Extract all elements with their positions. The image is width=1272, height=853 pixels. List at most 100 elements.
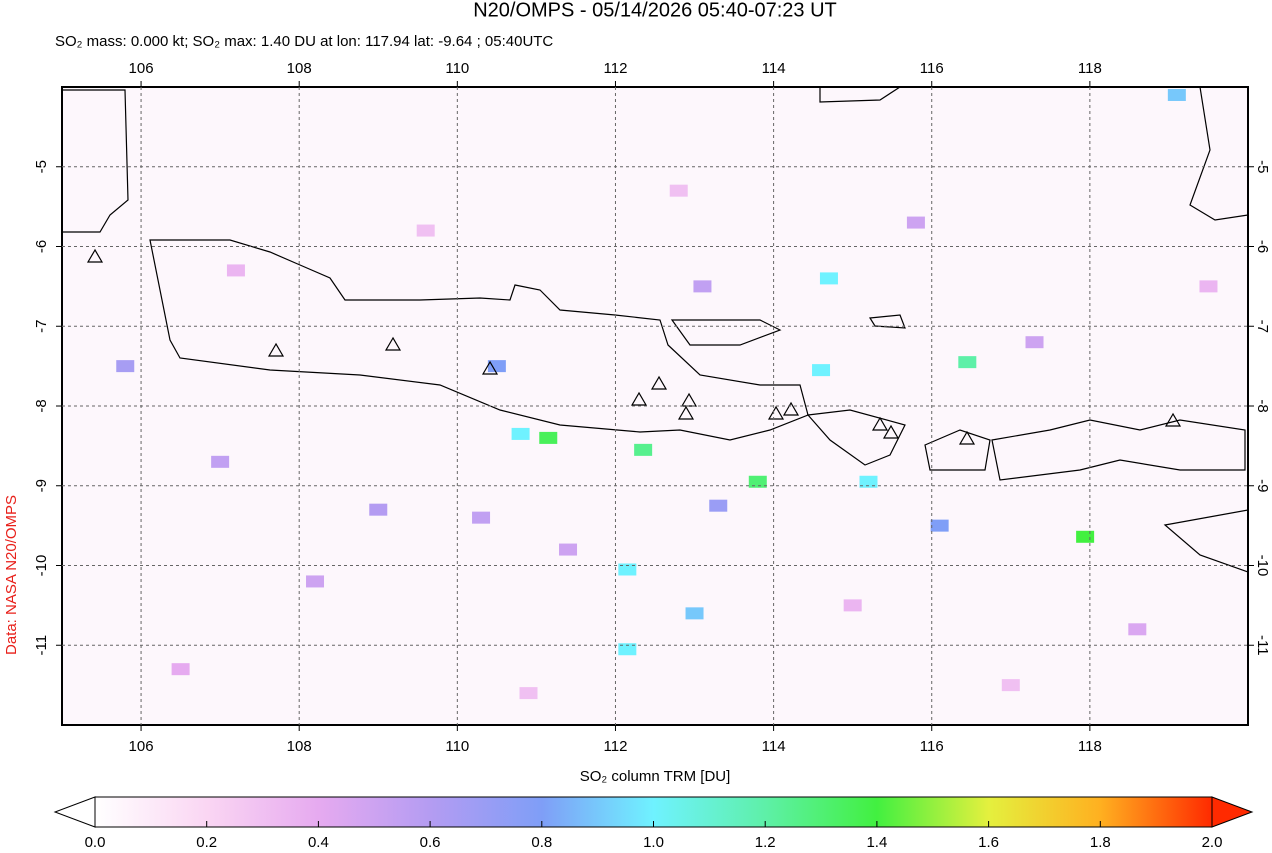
coast (149, 239, 809, 441)
colorbar-tick-label: 0.4 (308, 834, 329, 851)
chart-title: N20/OMPS - 05/14/2026 05:40-07:23 UT (473, 0, 837, 21)
y-tick-label-right: -11 (1254, 635, 1271, 656)
x-tick-label-top: 116 (920, 60, 944, 77)
so2-pixel (1199, 280, 1218, 293)
so2-pixel (1128, 623, 1147, 636)
colorbar-tick-label: 0.2 (196, 834, 217, 851)
so2-pixel (812, 364, 831, 377)
colorbar-arrow-high (1211, 796, 1254, 828)
x-tick-label: 106 (129, 738, 154, 755)
y-tick-label: -9 (33, 479, 50, 492)
coast (1189, 87, 1248, 221)
coast (670, 319, 782, 346)
x-tick-label-top: 112 (604, 60, 628, 77)
so2-pixel (819, 272, 838, 285)
so2-pixel (211, 455, 230, 468)
colorbar-tick-label: 0.0 (85, 834, 106, 851)
coast (819, 87, 902, 103)
coastlines (62, 87, 1248, 573)
y-tick-label: -11 (33, 635, 50, 656)
volcano (767, 405, 785, 420)
so2-pixel (511, 427, 530, 440)
colorbar-label: SO₂ column TRM [DU] (580, 768, 731, 785)
coast (924, 429, 991, 471)
y-tick-label: -7 (33, 320, 50, 333)
x-tick-label: 110 (445, 738, 469, 755)
coast (1163, 509, 1248, 573)
volcano (958, 430, 976, 445)
volcano (630, 391, 648, 406)
volcano (384, 336, 402, 351)
so2-pixel (1167, 88, 1186, 101)
y-tick-label-right: -9 (1254, 479, 1271, 492)
so2-pixel (369, 503, 388, 516)
pixel-layer (116, 88, 1218, 700)
so2-pixel (116, 360, 135, 373)
y-tick-label: -8 (33, 399, 50, 412)
y-tick-label-right: -6 (1254, 240, 1271, 253)
volcano (677, 405, 695, 420)
so2-pixel (843, 599, 862, 612)
colorbar-tick-label: 1.6 (978, 834, 999, 851)
so2-pixel (1001, 679, 1020, 692)
so2-pixel (559, 543, 578, 556)
coast (62, 89, 129, 233)
map-background (62, 87, 1248, 725)
x-tick-label-top: 114 (762, 60, 786, 77)
so2-pixel (709, 499, 728, 512)
so2-pixel (669, 184, 688, 197)
so2-pixel (906, 216, 925, 229)
so2-pixel (618, 563, 637, 576)
y-tick-label-right: -8 (1254, 399, 1271, 412)
volcano (782, 401, 800, 416)
subtitle: SO₂ mass: 0.000 kt; SO₂ max: 1.40 DU at … (55, 33, 553, 50)
credit: Data: NASA N20/OMPS (3, 495, 20, 655)
y-tick-label: -5 (33, 160, 50, 173)
so2-pixel (306, 575, 325, 588)
so2-pixel (958, 356, 977, 369)
colorbar-tick-label: 1.2 (755, 834, 776, 851)
colorbar-tick-label: 1.8 (1090, 834, 1111, 851)
so2-pixel (487, 360, 506, 373)
so2-pixel (634, 443, 653, 456)
x-tick-label: 116 (920, 738, 944, 755)
x-tick-label-top: 106 (129, 60, 154, 77)
so2-pixel (618, 643, 637, 656)
so2-pixel (930, 519, 949, 532)
colorbar-arrow-low (53, 796, 96, 828)
so2-pixel (416, 224, 435, 237)
x-tick-label: 118 (1078, 738, 1102, 755)
colorbar-tick-label: 2.0 (1202, 834, 1223, 851)
so2-pixel (539, 431, 558, 444)
so2-pixel (519, 687, 538, 700)
so2-pixel (1076, 530, 1095, 543)
colorbar-tick-label: 0.6 (420, 834, 441, 851)
volcano (1164, 412, 1182, 427)
x-tick-label: 108 (287, 738, 312, 755)
so2-pixel (226, 264, 245, 277)
volcanoes (86, 248, 1182, 445)
volcano (86, 248, 104, 263)
x-tick-label-top: 108 (287, 60, 312, 77)
x-tick-label: 114 (762, 738, 786, 755)
coast (806, 409, 906, 466)
y-tick-label-right: -7 (1254, 320, 1271, 333)
volcano (650, 375, 668, 390)
coast (868, 314, 906, 329)
so2-pixel (685, 607, 704, 620)
volcano (267, 342, 285, 357)
volcano (882, 424, 900, 439)
x-tick-label-top: 118 (1078, 60, 1102, 77)
coast (991, 419, 1246, 481)
colorbar-tick-label: 1.4 (866, 834, 887, 851)
so2-pixel (472, 511, 491, 524)
y-tick-label: -10 (33, 555, 50, 577)
axes: 106 106 108 108 110 110 112 112 114 114 116 116 118 1… (33, 60, 1271, 755)
colorbar-tick-label: 0.8 (531, 834, 552, 851)
so2-pixel (693, 280, 712, 293)
y-tick-label-right: -10 (1254, 555, 1271, 577)
y-tick-label-right: -5 (1254, 160, 1271, 173)
volcano (481, 360, 499, 375)
so2-pixel (859, 475, 878, 488)
so2-pixel (748, 475, 767, 488)
